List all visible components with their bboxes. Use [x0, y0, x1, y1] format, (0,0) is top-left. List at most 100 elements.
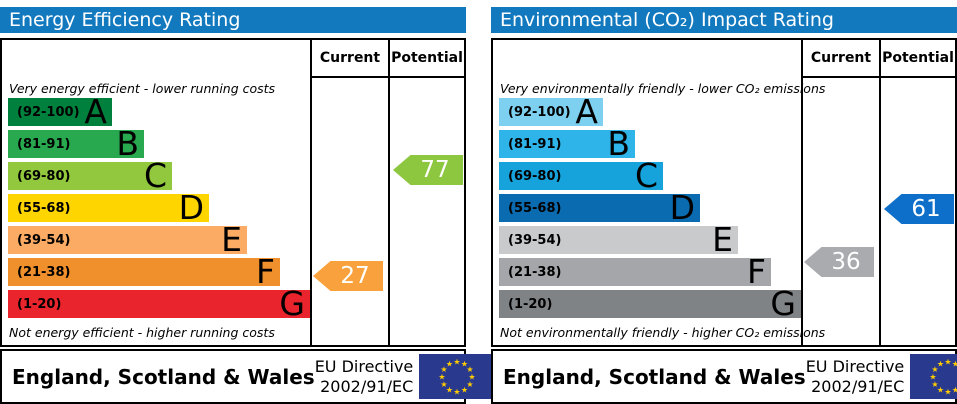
- svg-text:★: ★: [932, 380, 939, 389]
- band-grade-letter: E: [221, 220, 242, 259]
- region-label: England, Scotland & Wales: [503, 364, 806, 389]
- band-row-g: (1-20) G: [499, 284, 801, 323]
- region-label: England, Scotland & Wales: [12, 364, 315, 389]
- column-divider: [879, 40, 881, 345]
- band-range-label: (92-100): [508, 104, 571, 120]
- band-range-label: (81-91): [17, 136, 71, 152]
- band-row-f: (21-38) F: [8, 252, 280, 291]
- band-range-label: (21-38): [17, 264, 71, 280]
- band-range-label: (39-54): [508, 232, 562, 248]
- band-row-d: (55-68) D: [499, 188, 700, 227]
- svg-text:★: ★: [952, 386, 957, 395]
- band-grade-letter: C: [143, 156, 167, 195]
- energy-efficiency-panel: Energy Efficiency Rating Current Potenti…: [0, 0, 496, 404]
- svg-text:★: ★: [441, 380, 448, 389]
- current-rating-arrow: 27: [313, 261, 383, 291]
- band-range-label: (21-38): [508, 264, 562, 280]
- band-grade-letter: B: [116, 124, 139, 163]
- band-row-c: (69-80) C: [8, 156, 172, 195]
- energy-rating-chart: Current Potential Very energy efficient …: [0, 38, 466, 347]
- environmental-panel-title: Environmental (CO₂) Impact Rating: [491, 7, 957, 33]
- column-header-divider: [801, 76, 955, 78]
- svg-text:★: ★: [930, 373, 937, 382]
- column-header-divider: [310, 76, 464, 78]
- band-grade-letter: G: [279, 284, 305, 323]
- svg-text:★: ★: [454, 388, 461, 397]
- svg-text:★: ★: [937, 386, 944, 395]
- band-row-b: (81-91) B: [8, 124, 144, 163]
- potential-column-header: Potential: [882, 50, 954, 66]
- band-grade-letter: D: [669, 188, 695, 227]
- eu-directive-label: EU Directive 2002/91/EC: [806, 357, 911, 397]
- column-divider: [801, 40, 803, 345]
- band-grade-letter: D: [178, 188, 204, 227]
- svg-text:★: ★: [439, 373, 446, 382]
- band-grade-letter: F: [256, 252, 275, 291]
- band-row-e: (39-54) E: [499, 220, 738, 259]
- svg-text:★: ★: [937, 360, 944, 369]
- band-range-label: (55-68): [508, 200, 562, 216]
- band-grade-letter: G: [770, 284, 796, 323]
- potential-rating-arrow: 77: [393, 155, 463, 185]
- energy-panel-title: Energy Efficiency Rating: [0, 7, 466, 33]
- current-column-header: Current: [810, 50, 872, 66]
- band-range-label: (1-20): [17, 296, 62, 312]
- svg-text:★: ★: [461, 360, 468, 369]
- svg-text:★: ★: [467, 380, 474, 389]
- band-row-a: (92-100) A: [8, 92, 112, 131]
- top-caption: Very energy efficient - lower running co…: [9, 81, 276, 96]
- column-divider: [310, 40, 312, 345]
- panel-footer: England, Scotland & Wales EU Directive 2…: [0, 349, 496, 404]
- band-row-e: (39-54) E: [8, 220, 247, 259]
- eu-flag-icon: ★★★★★★★★★★★★: [419, 354, 496, 399]
- svg-text:★: ★: [461, 386, 468, 395]
- band-range-label: (92-100): [17, 104, 80, 120]
- band-list: (92-100) A (81-91) B (69-80) C (55-68) D (39-54)…: [8, 92, 310, 323]
- svg-text:★: ★: [454, 358, 461, 367]
- band-row-g: (1-20) G: [8, 284, 310, 323]
- svg-text:★: ★: [945, 388, 952, 397]
- eu-directive-line1: EU Directive: [805, 356, 905, 376]
- bottom-caption: Not energy efficient - higher running co…: [9, 325, 275, 340]
- band-grade-letter: B: [607, 124, 630, 163]
- band-range-label: (1-20): [508, 296, 553, 312]
- bottom-caption: Not environmentally friendly - higher CO…: [500, 325, 826, 340]
- band-grade-letter: A: [575, 92, 598, 131]
- band-range-label: (69-80): [508, 168, 562, 184]
- svg-text:★: ★: [441, 365, 448, 374]
- svg-text:★: ★: [932, 365, 939, 374]
- band-grade-letter: A: [84, 92, 107, 131]
- column-divider: [388, 40, 390, 345]
- band-grade-letter: F: [747, 252, 766, 291]
- band-range-label: (69-80): [17, 168, 71, 184]
- eu-flag-icon: ★★★★★★★★★★★★: [910, 354, 957, 399]
- eu-directive-line1: EU Directive: [314, 356, 414, 376]
- band-list: (92-100) A (81-91) B (69-80) C (55-68) D (39-54)…: [499, 92, 801, 323]
- environmental-rating-chart: Current Potential Very environmentally f…: [491, 38, 957, 347]
- band-grade-letter: E: [712, 220, 733, 259]
- band-row-a: (92-100) A: [499, 92, 603, 131]
- svg-text:★: ★: [469, 373, 476, 382]
- svg-text:★: ★: [446, 386, 453, 395]
- band-row-f: (21-38) F: [499, 252, 771, 291]
- band-row-d: (55-68) D: [8, 188, 209, 227]
- band-range-label: (55-68): [17, 200, 71, 216]
- band-range-label: (81-91): [508, 136, 562, 152]
- band-grade-letter: C: [634, 156, 658, 195]
- panel-footer: England, Scotland & Wales EU Directive 2…: [491, 349, 957, 404]
- eu-directive-line2: 2002/91/EC: [811, 376, 905, 396]
- band-row-b: (81-91) B: [499, 124, 635, 163]
- potential-rating-arrow: 61: [884, 194, 954, 224]
- potential-column-header: Potential: [391, 50, 463, 66]
- environmental-impact-panel: Environmental (CO₂) Impact Rating Curren…: [491, 0, 957, 404]
- band-range-label: (39-54): [17, 232, 71, 248]
- eu-directive-line2: 2002/91/EC: [320, 376, 414, 396]
- eu-directive-label: EU Directive 2002/91/EC: [315, 357, 420, 397]
- svg-text:★: ★: [446, 360, 453, 369]
- current-rating-arrow: 36: [804, 247, 874, 277]
- svg-text:★: ★: [952, 360, 957, 369]
- svg-text:★: ★: [945, 358, 952, 367]
- svg-text:★: ★: [467, 365, 474, 374]
- band-row-c: (69-80) C: [499, 156, 663, 195]
